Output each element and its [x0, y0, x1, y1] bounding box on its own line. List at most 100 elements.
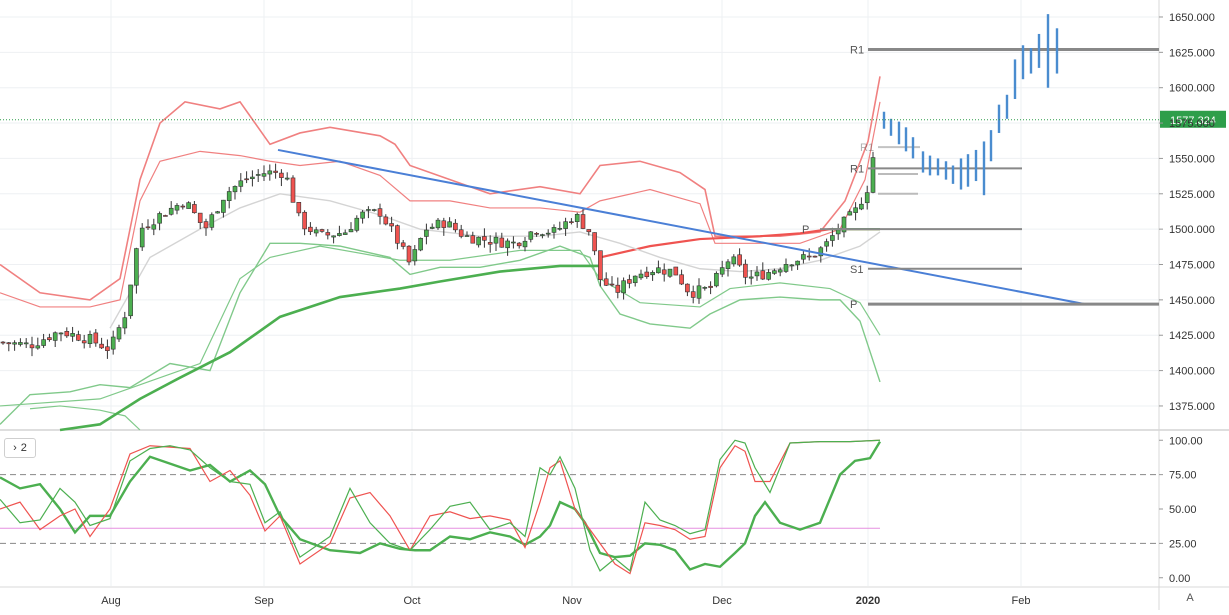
candle-up [250, 176, 255, 179]
candle-up [696, 285, 702, 299]
candles-layer [0, 151, 876, 359]
candle-down [308, 226, 313, 232]
candle-down [203, 221, 209, 229]
candle-up [157, 213, 162, 224]
candle-up [847, 211, 853, 216]
price-axis-label: 1500.000 [1169, 224, 1215, 236]
oscillator-panel [0, 439, 1159, 575]
candle-up [313, 229, 319, 234]
candle-up [801, 254, 806, 260]
candle-up [116, 327, 122, 340]
candle-up [348, 229, 354, 233]
candle-up [418, 237, 423, 251]
candle-up [371, 209, 377, 211]
candle-down [441, 220, 447, 228]
candle-up [835, 229, 841, 235]
candle-down [569, 221, 574, 223]
collapse-count: 2 [20, 442, 27, 454]
time-axis-label: Dec [712, 595, 732, 607]
candle-up [139, 227, 145, 248]
candle-up [23, 342, 29, 345]
candle-up [511, 241, 516, 244]
candle-up [638, 273, 644, 279]
candle-up [464, 235, 470, 237]
candle-down [743, 263, 748, 278]
candle-up [667, 268, 673, 277]
price-axis-label: 1625.000 [1169, 47, 1215, 59]
candle-up [261, 173, 267, 177]
price-axis-label: 1525.000 [1169, 189, 1215, 201]
candle-down [197, 212, 203, 223]
candle-down [609, 283, 615, 286]
candle-up [864, 192, 870, 204]
candle-up [789, 264, 795, 267]
osc-axis-label: 25.00 [1169, 538, 1197, 550]
candle-down [29, 344, 35, 349]
candle-down [592, 232, 597, 252]
candle-up [168, 207, 174, 215]
chevron-right-icon: › [13, 442, 17, 454]
candle-up [215, 211, 220, 214]
candle-up [360, 211, 365, 219]
bollinger-lower-inner [0, 245, 881, 407]
candle-up [557, 227, 563, 230]
osc-axis-label: 75.00 [1169, 470, 1197, 482]
candle-up [719, 267, 725, 275]
candle-down [586, 229, 592, 233]
candle-down [487, 242, 493, 245]
price-axis-label: 1475.000 [1169, 260, 1215, 272]
price-axis-label: 1600.000 [1169, 83, 1215, 95]
candle-up [476, 236, 481, 246]
candle-up [702, 287, 708, 289]
candle-up [337, 233, 342, 236]
pivot-label: R1 [850, 45, 864, 57]
candle-up [632, 275, 638, 284]
candle-down [806, 255, 812, 258]
price-axis-label: 1550.000 [1169, 153, 1215, 165]
candle-down [6, 342, 12, 345]
candle-up [748, 276, 754, 279]
candle-up [12, 342, 17, 345]
candle-down [516, 242, 522, 247]
candle-up [522, 240, 528, 248]
candle-up [650, 272, 655, 276]
candle-down [737, 254, 742, 266]
auto-scale-button[interactable]: A [1186, 592, 1194, 604]
candle-up [221, 199, 226, 213]
candle-up [267, 170, 273, 175]
collapse-pane-button[interactable]: › 2 [4, 438, 36, 458]
candle-up [545, 232, 551, 235]
candle-down [708, 285, 713, 288]
candle-up [853, 207, 858, 213]
candle-down [377, 208, 383, 217]
time-axis-label: Feb [1012, 595, 1031, 607]
price-axis-label: 1575.000 [1169, 118, 1215, 130]
candle-up [354, 217, 360, 231]
candle-up [122, 317, 128, 329]
candle-down [163, 215, 168, 217]
time-axis[interactable]: Aug Sep Oct Nov Dec 2020 Feb [101, 595, 1030, 607]
candle-down [644, 271, 650, 277]
candle-up [18, 342, 23, 345]
price-axis[interactable]: 1577.324 1650.000 1625.000 1600.000 1575.000… [1159, 12, 1226, 585]
candle-down [389, 223, 394, 227]
candle-down [192, 204, 197, 214]
candle-up [714, 272, 719, 287]
candle-down [273, 170, 278, 173]
candle-up [563, 221, 568, 229]
last-price-tag[interactable] [1160, 110, 1226, 128]
candle-down [685, 283, 690, 293]
candle-down [76, 334, 81, 341]
oscillator-red-line [0, 439, 881, 575]
bollinger-lower-left [29, 405, 141, 431]
candle-up [783, 264, 789, 272]
candle-up [238, 180, 244, 187]
candle-down [47, 337, 52, 341]
bollinger-upper-inner [0, 101, 881, 308]
time-axis-label: Nov [562, 595, 582, 607]
candle-up [766, 272, 771, 280]
bollinger-upper-outer [0, 76, 881, 301]
candle-down [290, 177, 296, 203]
